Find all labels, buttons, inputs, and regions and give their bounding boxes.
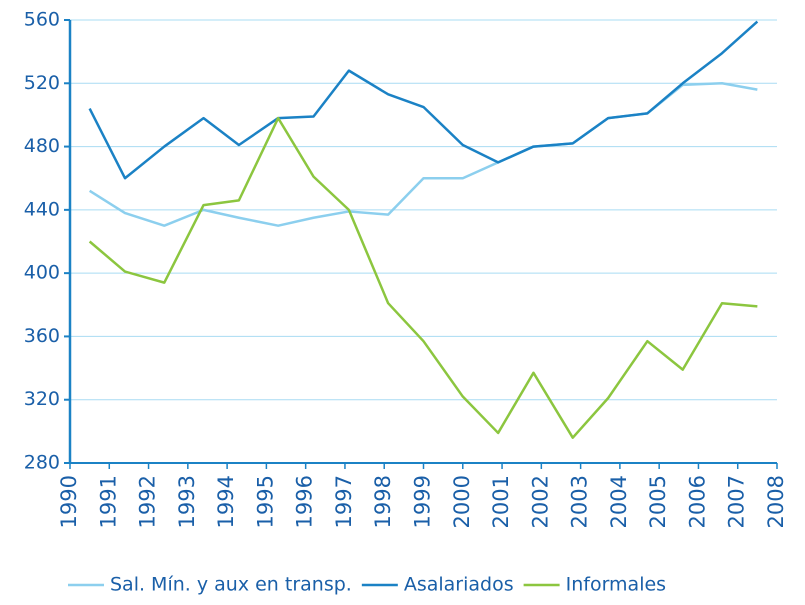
y-tick-label: 560 bbox=[24, 9, 60, 31]
x-tick-label: 2001 bbox=[489, 475, 513, 528]
x-tick-label: 1992 bbox=[136, 475, 160, 528]
x-tick-label: 1990 bbox=[57, 475, 81, 528]
y-tick-label: 280 bbox=[24, 452, 60, 474]
legend-label: Sal. Mín. y aux en transp. bbox=[110, 574, 352, 596]
x-tick-label: 2004 bbox=[607, 475, 631, 528]
x-tick-label: 1995 bbox=[253, 475, 277, 528]
y-tick-label: 440 bbox=[24, 198, 60, 220]
y-tick-label: 480 bbox=[24, 135, 60, 157]
legend-label: Asalariados bbox=[404, 574, 514, 596]
x-tick-label: 1998 bbox=[371, 475, 395, 528]
x-tick-label: 2000 bbox=[450, 475, 474, 528]
x-tick-label: 1999 bbox=[411, 475, 435, 528]
series-line bbox=[88, 116, 758, 439]
x-tick-label: 2006 bbox=[685, 475, 709, 528]
x-tick-label: 1997 bbox=[332, 475, 356, 528]
y-tick-label: 400 bbox=[24, 262, 60, 284]
legend: Sal. Mín. y aux en transp. Asalariados Inf… bbox=[68, 574, 666, 596]
x-tick-label: 2003 bbox=[568, 475, 592, 528]
series-line bbox=[88, 20, 759, 180]
x-tick-label: 2005 bbox=[646, 475, 670, 528]
x-tick-label: 1991 bbox=[96, 475, 120, 528]
x-tick-label: 1996 bbox=[293, 475, 317, 528]
y-tick-label: 520 bbox=[24, 72, 60, 94]
x-tick-label: 2002 bbox=[528, 475, 552, 528]
x-tick-label: 2007 bbox=[725, 475, 749, 528]
y-tick-label: 360 bbox=[24, 325, 60, 347]
x-tick-label: 2008 bbox=[764, 475, 788, 528]
x-tick-label: 1994 bbox=[214, 475, 238, 528]
x-tick-label: 1993 bbox=[175, 475, 199, 528]
legend-label: Informales bbox=[566, 574, 666, 596]
y-tick-label: 320 bbox=[24, 388, 60, 410]
